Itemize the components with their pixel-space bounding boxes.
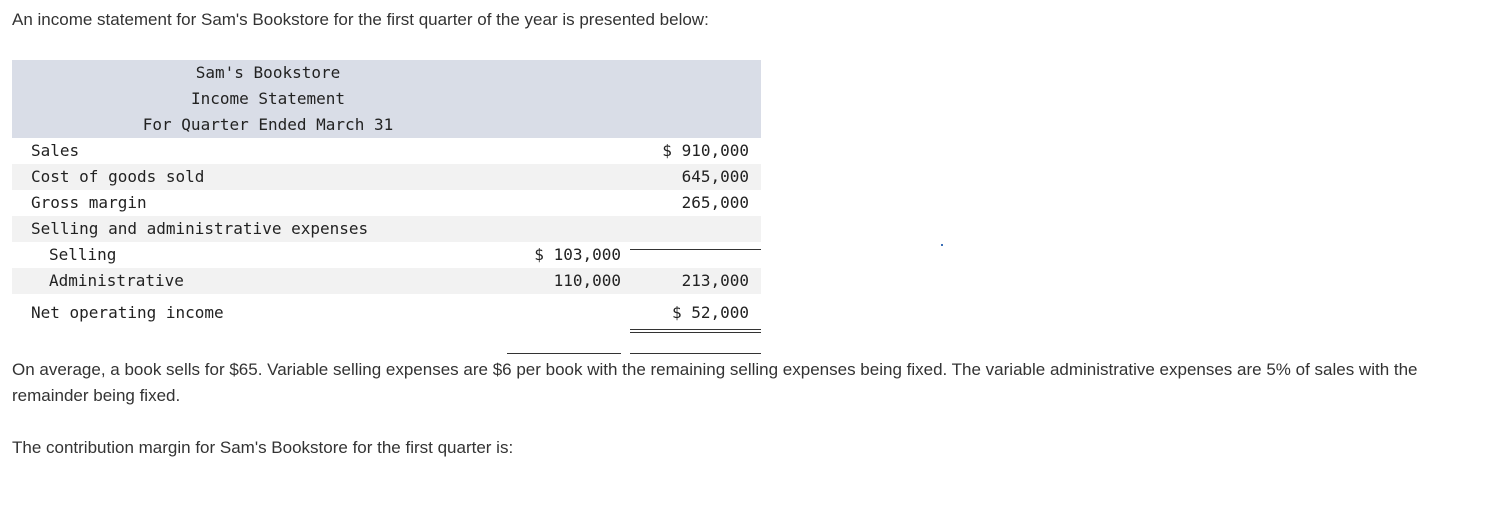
row-label: Sales — [31, 141, 80, 160]
row-sales: Sales $ 910,000 — [12, 138, 761, 164]
income-statement-table: Sam's Bookstore Income Statement For Qua… — [12, 60, 761, 354]
row-label: Selling — [49, 245, 117, 264]
row-label: Cost of goods sold — [31, 167, 205, 186]
double-underline-net — [630, 329, 761, 333]
row-gross-margin: Gross margin 265,000 — [12, 190, 761, 216]
underline-cogs — [630, 249, 761, 250]
statement-header: Sam's Bookstore Income Statement For Qua… — [12, 60, 761, 138]
cogs-amount: 645,000 — [681, 167, 749, 186]
net-operating-income-amount: $ 52,000 — [671, 303, 749, 322]
underline-administrative — [507, 353, 621, 354]
stray-dot — [941, 244, 943, 246]
row-selling: Selling $ 103,000 — [12, 242, 761, 268]
gross-margin-amount: 265,000 — [681, 193, 749, 212]
company-name: Sam's Bookstore — [195, 63, 341, 82]
underline-sga-total — [630, 353, 761, 354]
row-label: Administrative — [49, 271, 184, 290]
statement-title: Income Statement — [190, 89, 346, 108]
problem-paragraph: On average, a book sells for $65. Variab… — [12, 360, 1418, 405]
row-label: Selling and administrative expenses — [31, 219, 369, 238]
row-label: Gross margin — [31, 193, 147, 212]
row-label: Net operating income — [31, 303, 224, 322]
total-sga-amount: 213,000 — [681, 271, 749, 290]
administrative-amount: 110,000 — [553, 271, 621, 290]
statement-period: For Quarter Ended March 31 — [142, 115, 394, 134]
intro-text: An income statement for Sam's Bookstore … — [12, 10, 709, 29]
question-text: The contribution margin for Sam's Bookst… — [12, 438, 514, 457]
selling-amount: $ 103,000 — [534, 245, 621, 264]
row-administrative: Administrative 110,000 213,000 — [12, 268, 761, 294]
row-sga-heading: Selling and administrative expenses — [12, 216, 761, 242]
sales-amount: $ 910,000 — [662, 141, 749, 160]
row-cogs: Cost of goods sold 645,000 — [12, 164, 761, 190]
row-net-operating-income: Net operating income $ 52,000 — [12, 300, 761, 326]
